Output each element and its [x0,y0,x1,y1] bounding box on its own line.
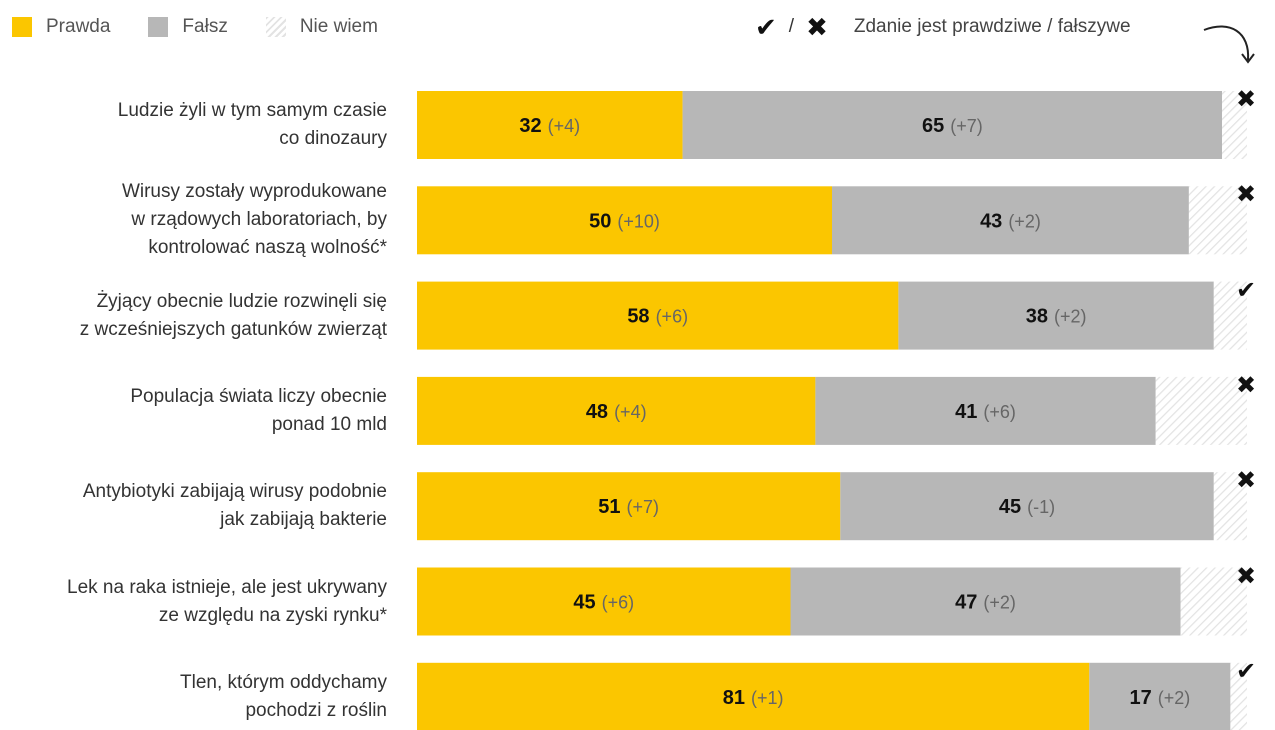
legend-swatch-prawda [12,17,32,37]
data-label-prawda: 32 (+4) [519,115,580,137]
category-label-line: Populacja świata liczy obecnie [130,385,387,407]
marks-description: Zdanie jest prawdziwe / fałszywe [853,16,1131,37]
bar-nie-wiem [1180,567,1247,636]
curved-arrow-icon [1203,25,1255,64]
bar-nie-wiem [1188,186,1247,255]
data-label-falsz: 41 (+6) [955,401,1016,423]
bar-nie-wiem [1230,662,1247,730]
bar-nie-wiem [1213,281,1247,350]
bar-falsz [790,567,1181,636]
category-label-line: Ludzie żyli w tym samym czasie [117,100,387,121]
legend-swatch-nie-wiem [265,17,286,37]
category-label: Żyjący obecnie ludzie rozwinęli się z wcz… [7,288,387,344]
bar-falsz [832,186,1189,255]
bar-prawda [417,472,841,541]
cross-icon: ✖ [1235,562,1257,590]
category-label-line: w rządowych laboratoriach, by [131,209,387,231]
category-label: Ludzie żyli w tym samym czasie co dinozau… [7,97,387,153]
data-label-falsz: 65 (+7) [922,115,983,137]
category-label: Lek na raka istnieje, ale jest ukrywany z… [7,574,387,630]
bar-nie-wiem [1213,472,1247,541]
legend-label-falsz: Fałsz [182,16,228,37]
category-label-line: co dinozaury [279,128,387,149]
bar-prawda [417,91,683,159]
legend: Prawda Fałsz Nie wiem [12,12,416,42]
legend-swatch-falsz [148,17,169,37]
bar-falsz [898,281,1214,350]
cross-icon: ✖ [806,11,828,42]
category-label: Populacja świata liczy obecnie ponad 10 m… [7,383,387,439]
category-label-line: z wcześniejszych gatunków zwierząt [79,318,387,340]
legend-item-falsz: Fałsz [148,16,228,38]
data-label-prawda: 50 (+10) [589,210,660,232]
data-label-falsz: 47 (+2) [955,592,1016,614]
category-label-line: Żyjący obecnie ludzie rozwinęli się [96,290,387,312]
bar-prawda [417,186,832,255]
category-label-line: Lek na raka istnieje, ale jest ukrywany [67,576,387,598]
cross-icon: ✖ [1235,371,1257,399]
category-label: Antybiotyki zabijają wirusy podobnie jak … [7,478,387,534]
bar-nie-wiem [1155,376,1247,445]
marks-legend: ✔ / ✖ Zdanie jest prawdziwe / fałszywe [755,12,1131,42]
check-icon: ✔ [1235,657,1257,685]
category-label-line: jak zabijają bakterie [220,509,387,531]
legend-item-prawda: Prawda [12,16,110,38]
cross-icon: ✖ [1235,467,1257,495]
bar-nie-wiem [1222,91,1247,159]
data-label-prawda: 81 (+1) [723,687,784,709]
category-label: Tlen, którym oddychamy pochodzi z roślin [7,669,387,725]
bar-prawda [417,662,1090,730]
bar-falsz [840,472,1214,541]
category-label-line: Tlen, którym oddychamy [180,671,387,693]
bar-falsz [682,91,1223,159]
marks-separator: / [788,16,795,37]
bar-prawda [417,376,816,445]
category-label-line: ze względu na zyski rynku* [158,604,387,626]
check-icon: ✔ [755,11,777,42]
data-label-falsz: 45 (-1) [999,496,1055,518]
data-label-falsz: 38 (+2) [1026,306,1087,328]
data-label-prawda: 45 (+6) [573,592,634,614]
bar-prawda [417,281,899,350]
bar-prawda [417,567,791,636]
bar-falsz [815,376,1156,445]
cross-icon: ✖ [1235,181,1257,209]
category-label: Wirusy zostały wyprodukowane w rządowych … [7,178,387,262]
legend-label-nie-wiem: Nie wiem [299,16,378,37]
legend-label-prawda: Prawda [46,16,111,37]
data-label-prawda: 51 (+7) [598,496,659,518]
data-label-prawda: 48 (+4) [586,401,647,423]
category-label-line: Wirusy zostały wyprodukowane [121,181,387,203]
category-label-line: Antybiotyki zabijają wirusy podobnie [82,481,387,503]
category-label-line: pochodzi z roślin [245,699,387,721]
data-label-prawda: 58 (+6) [627,306,688,328]
data-label-falsz: 17 (+2) [1129,687,1190,709]
category-label-line: kontrolować naszą wolność* [148,237,387,259]
category-label-line: ponad 10 mld [271,413,387,435]
data-label-falsz: 43 (+2) [980,210,1041,232]
cross-icon: ✖ [1235,86,1257,113]
legend-item-nie-wiem: Nie wiem [265,16,378,38]
bar-falsz [1089,662,1231,730]
check-icon: ✔ [1235,276,1257,304]
